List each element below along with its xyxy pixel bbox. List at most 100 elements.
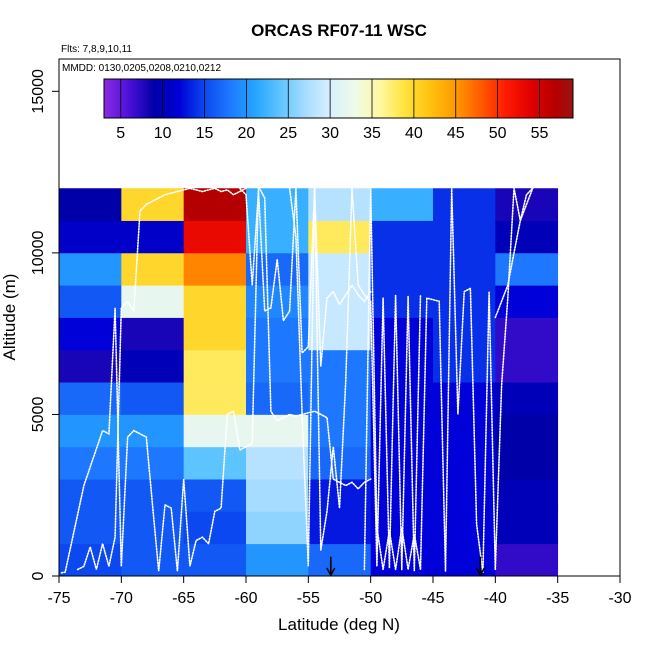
heatmap-cell [121,446,185,480]
heatmap-cell [183,220,247,254]
heatmap-cell [495,511,559,545]
heatmap-cell [433,511,496,545]
arrow-head [326,567,336,577]
x-tick-label: -60 [234,590,257,607]
heatmap-cell [59,446,122,480]
colorbar-tick-label: 25 [279,125,297,142]
heatmap-cell [433,252,496,286]
x-tick-label: -35 [546,590,569,607]
heatmap-cell [121,252,185,286]
x-tick-label: -70 [110,590,133,607]
heatmap-cell [59,285,122,318]
heatmap-cell [370,188,434,221]
flight-track [363,187,534,573]
heatmap-cell [495,446,559,480]
heatmap-cell [246,479,309,512]
heatmap-cell [121,382,185,415]
x-axis-label: Latitude (deg N) [278,615,400,634]
heatmap-cell [246,188,309,221]
heatmap-cell [183,543,247,577]
x-tick-label: -40 [484,590,507,607]
colorbar-tick-label: 40 [405,125,423,142]
colorbar-tick-label: 55 [531,125,549,142]
marker-arrows [326,556,486,577]
heatmap-cell [495,414,559,448]
heatmap-cell [308,543,372,577]
y-tick-label: 0 [30,571,47,580]
heatmap-cell [370,220,434,254]
x-tick-label: -45 [421,590,444,607]
x-tick-label: -75 [47,590,70,607]
heatmap-cell [121,317,185,351]
x-tick-label: -50 [359,590,382,607]
colorbar-ticks: 5 10 15 20 25 30 35 40 45 50 55 [116,79,549,142]
colorbar-tick-label: 10 [154,125,172,142]
flight-track [288,187,422,572]
heatmap-cell [183,317,247,351]
y-tick-label: 5000 [30,397,47,433]
heatmap-cell [183,382,247,415]
heatmap-cell [59,382,122,415]
dates-annotation: MMDD: 0130,0205,0208,0210,0212 [62,63,221,74]
heatmap-cell [183,446,247,480]
heatmap-cell [59,414,122,448]
heatmap-cell [308,414,372,448]
heatmap-cell [183,252,247,286]
heatmap-cell [183,511,247,545]
heatmap-cell [495,349,559,383]
flights-annotation: Flts: 7,8,9,10,11 [61,44,132,55]
plot-frame [58,58,621,577]
colorbar-tick-label: 50 [489,125,507,142]
heatmap-cell [308,220,372,254]
heatmap-cell [246,349,309,383]
heatmap-cell [433,317,496,351]
heatmap-cell [246,446,309,480]
x-tick-label: -30 [608,590,631,607]
x-tick-label: -65 [172,590,195,607]
heatmap-cell [495,285,559,318]
flight-track [494,187,534,319]
heatmap-cell [308,446,372,480]
x-tick-label: -55 [297,590,320,607]
heatmap-cell [59,252,122,286]
colorbar-tick-label: 45 [447,125,465,142]
heatmap-cell [121,188,185,221]
heatmap-cell [433,188,496,221]
heatmap-cell [121,220,185,254]
colorbar: 5 10 15 20 25 30 35 40 45 50 55 [103,78,574,142]
y-tick-label: 10000 [30,231,47,276]
heatmap-cell [183,414,247,448]
colorbar-tick-label: 20 [237,125,255,142]
heatmap-cell [433,220,496,254]
heatmap-cell [495,382,559,415]
heatmap-cell [121,414,185,448]
heatmap-cells [59,188,559,577]
heatmap-cell [370,479,434,512]
heatmap-cell [59,317,122,351]
colorbar-tick-label: 15 [196,125,214,142]
heatmap-cell [308,252,372,286]
flight-track [76,187,247,571]
heatmap-cell [433,382,496,415]
flight-tracks [60,183,534,574]
chart-title: ORCAS RF07-11 WSC [251,21,427,40]
y-axis-label: Altitude (m) [0,274,19,361]
colorbar-tick-label: 5 [116,125,125,142]
heatmap-cell [495,252,559,286]
heatmap-cell [183,285,247,318]
heatmap-cell [370,285,434,318]
heatmap-cell [246,414,309,448]
heatmap-cell [183,479,247,512]
heatmap-cell [246,511,309,545]
flight-track [60,183,372,574]
heatmap-cell [433,543,496,577]
heatmap-cell [59,188,122,221]
heatmap-cell [308,349,372,383]
heatmap-cell [370,252,434,286]
heatmap-cell [370,317,434,351]
heatmap-cell [246,382,309,415]
heatmap-cell [59,479,122,512]
heatmap-cell [495,543,559,577]
heatmap-cell [59,511,122,545]
